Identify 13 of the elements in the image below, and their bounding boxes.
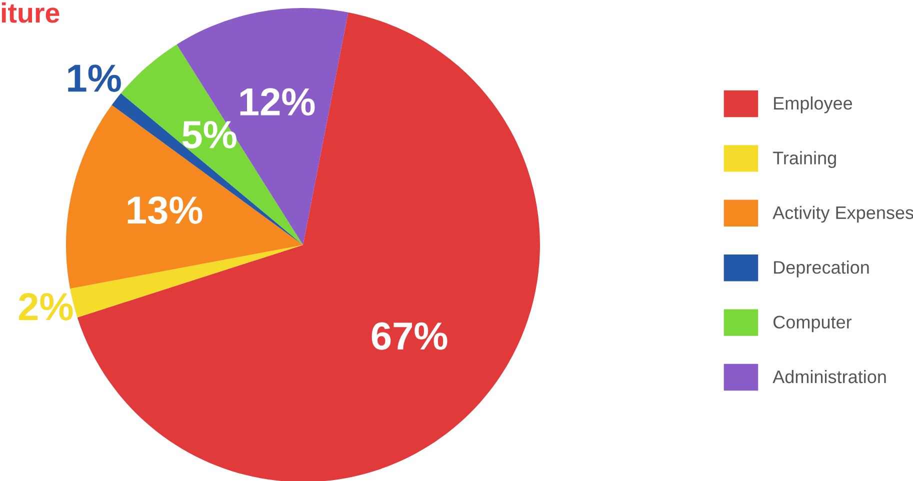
- data-label: 1%: [68, 64, 121, 92]
- data-label: 12%: [240, 88, 315, 116]
- legend-label: Training: [772, 151, 836, 168]
- data-label: 13%: [128, 196, 202, 224]
- legend-label: Administration: [772, 370, 886, 384]
- legend-label: Activity Expenses: [772, 206, 913, 223]
- legend-label: Computer: [773, 316, 852, 332]
- data-label: 67%: [372, 322, 448, 350]
- chart-title: iture: [2, 2, 60, 23]
- data-label: 5%: [182, 121, 236, 148]
- legend-label: Employee: [774, 96, 852, 114]
- data-label: 2%: [18, 293, 73, 320]
- legend-label: Deprecation: [774, 260, 869, 278]
